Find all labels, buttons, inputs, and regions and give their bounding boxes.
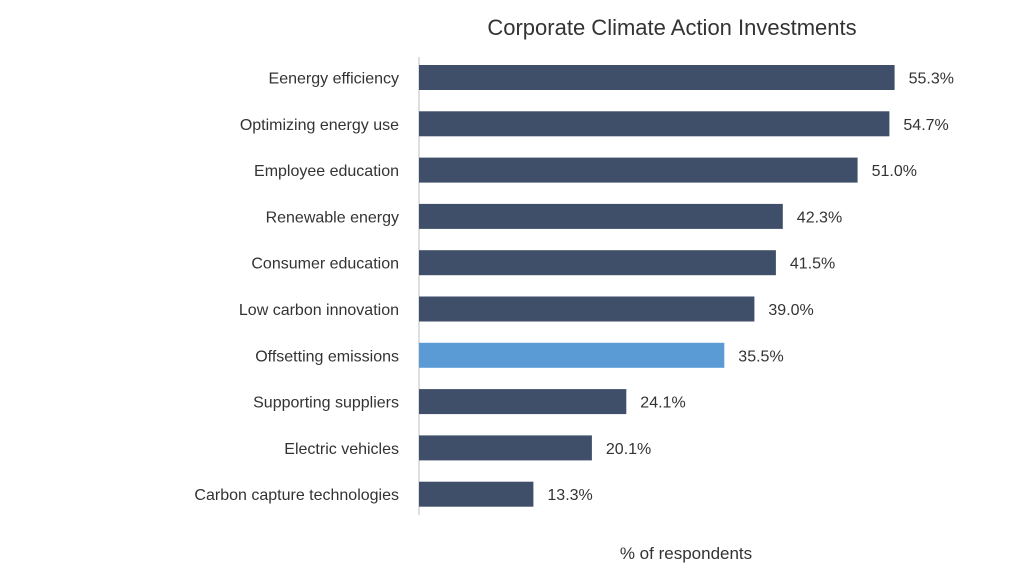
x-axis-title: % of respondents [620, 544, 752, 563]
bar-2 [419, 111, 890, 137]
category-label: Offsetting emissions [255, 348, 399, 365]
category-label: Supporting suppliers [253, 395, 399, 412]
bar-6 [419, 296, 755, 322]
category-label: Carbon capture technologies [194, 487, 399, 504]
bar-10 [419, 481, 534, 507]
category-label: Optimizing energy use [240, 117, 399, 134]
value-label: 51.0% [872, 163, 917, 180]
chart-title: Corporate Climate Action Investments [487, 15, 856, 40]
value-label: 42.3% [797, 209, 842, 226]
value-label: 39.0% [768, 302, 813, 319]
value-label: 55.3% [909, 71, 954, 88]
category-label: Employee education [254, 163, 399, 180]
value-label: 20.1% [606, 441, 651, 458]
bar-4 [419, 203, 783, 229]
bar-8 [419, 389, 627, 415]
value-label: 54.7% [903, 117, 948, 134]
category-label: Consumer education [251, 256, 399, 273]
bar-3 [419, 157, 858, 183]
bar-9 [419, 435, 592, 461]
category-label: Renewable energy [266, 209, 399, 226]
value-label: 35.5% [738, 348, 783, 365]
category-label: Eenergy efficiency [269, 71, 399, 88]
value-label: 24.1% [640, 395, 685, 412]
bar-1 [419, 65, 895, 90]
category-label: Low carbon innovation [239, 302, 399, 319]
bar-5 [419, 250, 776, 276]
bars-group: Eenergy efficiency 55.3% Optimizing energy… [194, 65, 954, 507]
category-label: Electric vehicles [284, 441, 399, 458]
bar-7 [419, 342, 725, 368]
value-label: 41.5% [790, 256, 835, 273]
value-label: 13.3% [547, 487, 592, 504]
